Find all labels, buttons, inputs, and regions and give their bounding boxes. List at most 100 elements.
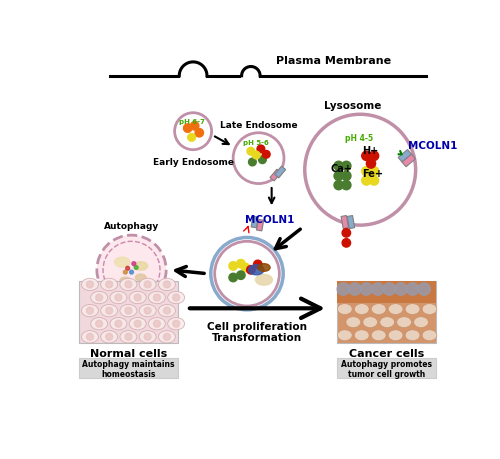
Ellipse shape [129, 292, 146, 304]
Ellipse shape [129, 318, 146, 330]
Circle shape [164, 334, 170, 341]
Circle shape [366, 160, 376, 169]
Circle shape [154, 294, 160, 301]
Circle shape [229, 274, 237, 282]
Ellipse shape [422, 330, 437, 341]
Polygon shape [256, 220, 264, 231]
Circle shape [106, 281, 112, 288]
Circle shape [337, 283, 349, 296]
Ellipse shape [120, 331, 137, 343]
Ellipse shape [82, 305, 98, 317]
Circle shape [258, 157, 266, 164]
Circle shape [154, 320, 160, 327]
Ellipse shape [256, 275, 272, 285]
Circle shape [190, 122, 199, 131]
Circle shape [406, 283, 418, 296]
FancyBboxPatch shape [79, 282, 178, 343]
Circle shape [384, 283, 396, 296]
Circle shape [132, 262, 136, 266]
Text: H+: H+ [362, 146, 378, 156]
Circle shape [376, 333, 382, 338]
Circle shape [106, 308, 112, 314]
Text: Ca+: Ca+ [331, 164, 353, 174]
Circle shape [236, 271, 245, 280]
Ellipse shape [158, 305, 176, 317]
Ellipse shape [90, 292, 108, 304]
Circle shape [418, 283, 430, 296]
Ellipse shape [148, 292, 166, 304]
Polygon shape [341, 216, 348, 229]
Circle shape [164, 308, 170, 314]
Circle shape [342, 172, 351, 181]
Ellipse shape [82, 279, 98, 291]
Circle shape [252, 152, 260, 160]
Ellipse shape [139, 279, 156, 291]
Circle shape [236, 260, 245, 269]
Circle shape [172, 320, 180, 327]
Ellipse shape [363, 317, 378, 328]
Circle shape [362, 176, 371, 186]
Ellipse shape [372, 304, 386, 315]
Ellipse shape [139, 305, 156, 317]
Text: Normal cells: Normal cells [90, 348, 167, 358]
FancyBboxPatch shape [337, 282, 436, 303]
Circle shape [86, 281, 94, 288]
Circle shape [410, 333, 416, 338]
Ellipse shape [354, 304, 369, 315]
Circle shape [195, 129, 203, 138]
Ellipse shape [114, 257, 130, 268]
Circle shape [106, 334, 112, 341]
Circle shape [334, 162, 344, 171]
Ellipse shape [110, 292, 127, 304]
Circle shape [362, 152, 371, 161]
Text: MCOLN1: MCOLN1 [408, 141, 458, 151]
Text: Plasma Membrane: Plasma Membrane [276, 56, 391, 66]
Circle shape [144, 334, 151, 341]
Ellipse shape [168, 318, 184, 330]
Ellipse shape [136, 274, 146, 281]
Circle shape [254, 261, 262, 269]
Polygon shape [398, 150, 411, 163]
Text: Lysosome: Lysosome [324, 101, 381, 111]
Circle shape [96, 320, 102, 327]
Circle shape [402, 320, 407, 325]
Ellipse shape [110, 318, 127, 330]
Circle shape [342, 307, 347, 312]
Circle shape [97, 235, 166, 305]
Circle shape [342, 229, 350, 238]
Text: Fe+: Fe+ [362, 168, 382, 179]
Circle shape [334, 172, 344, 181]
Circle shape [96, 294, 102, 301]
Circle shape [368, 320, 373, 325]
Circle shape [360, 283, 372, 296]
Circle shape [134, 294, 141, 301]
Ellipse shape [100, 305, 117, 317]
Circle shape [257, 146, 264, 153]
Circle shape [229, 262, 237, 271]
Circle shape [384, 320, 390, 325]
Circle shape [395, 283, 407, 296]
Text: MCOLN1: MCOLN1 [246, 215, 295, 225]
Circle shape [427, 307, 432, 312]
Circle shape [427, 333, 432, 338]
Circle shape [247, 148, 254, 156]
Circle shape [241, 263, 250, 272]
Circle shape [376, 307, 382, 312]
Circle shape [370, 167, 378, 176]
Circle shape [134, 320, 141, 327]
Ellipse shape [148, 318, 166, 330]
FancyBboxPatch shape [79, 358, 178, 379]
Circle shape [248, 159, 256, 167]
Circle shape [372, 283, 384, 296]
Circle shape [370, 152, 378, 161]
Ellipse shape [414, 317, 428, 328]
Ellipse shape [258, 264, 270, 272]
Circle shape [172, 294, 180, 301]
Ellipse shape [372, 330, 386, 341]
Circle shape [350, 320, 356, 325]
Ellipse shape [90, 318, 108, 330]
FancyBboxPatch shape [337, 282, 436, 343]
Text: Late Endosome: Late Endosome [220, 121, 298, 129]
Circle shape [342, 239, 350, 247]
Circle shape [164, 281, 170, 288]
